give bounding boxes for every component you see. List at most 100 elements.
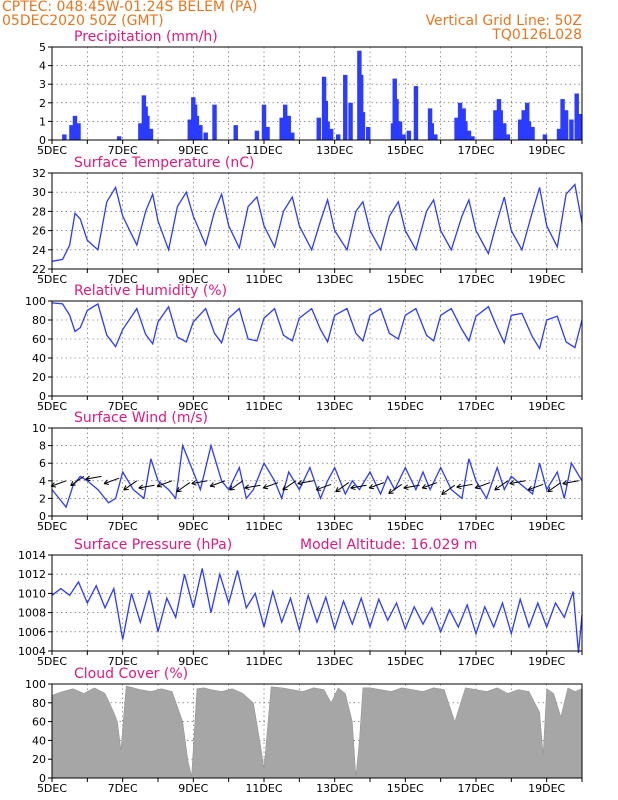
wind-vector-head [138, 487, 144, 491]
wind-vector-head [104, 483, 110, 485]
humidity-y-tick-label: 60 [32, 333, 46, 346]
humidity-x-tick-label: 5DEC [37, 400, 67, 413]
precipitation-bar [413, 86, 419, 140]
wind-vector-head [509, 483, 515, 486]
precipitation-bar [138, 123, 143, 140]
pressure-x-tick-label: 13DEC [316, 655, 353, 668]
pressure-title: Surface Pressure (hPa) [74, 537, 232, 553]
cloud-cover-frame [51, 683, 583, 779]
precipitation-bar [233, 125, 238, 140]
humidity-x-tick-label: 9DEC [178, 400, 208, 413]
cloud-cover-y-tick-label: 60 [32, 716, 46, 729]
pressure-x-tick-label: 15DEC [387, 655, 424, 668]
wind-vector [350, 484, 367, 489]
wind-vector-head [474, 483, 479, 489]
wind-vector-head [70, 480, 74, 486]
precipitation-frame [51, 46, 583, 141]
pressure-x-tick-label: 19DEC [528, 655, 565, 668]
wind-x-tick-label: 13DEC [316, 520, 353, 533]
wind-vector-head [403, 487, 409, 491]
cloud-cover-x-tick-label: 7DEC [108, 782, 138, 795]
wind-vector-head [441, 493, 447, 495]
wind-x-tick-label: 7DEC [108, 520, 138, 533]
wind-vector-head [191, 480, 196, 484]
pressure-x-tick-label: 7DEC [108, 655, 138, 668]
precipitation-panel: 0 1 2 3 4 5 5DEC 7DEC 9DEC 11DEC 13DEC 15DEC 17DEC 19… [37, 29, 583, 157]
precipitation-bar [286, 115, 291, 140]
humidity-title: Relative Humidity (%) [74, 283, 227, 299]
precipitation-bar [526, 121, 532, 140]
precipitation-bar [498, 110, 503, 140]
wind-vector-head [527, 485, 532, 491]
precipitation-y-tick-label: 0 [39, 134, 46, 147]
wind-vector-head [297, 480, 302, 484]
pressure-x-tick-label: 11DEC [245, 655, 282, 668]
precipitation-bar [116, 136, 122, 140]
cloud-cover-panel: 0 20 40 60 80 100 5DEC 7DEC 9DEC 11DEC 13DEC 15DEC 1… [25, 666, 583, 795]
precipitation-bar [401, 134, 406, 140]
humidity-y-tick-label: 20 [32, 371, 46, 384]
precipitation-x-tick-label: 15DEC [387, 144, 424, 157]
wind-vector-head [282, 488, 288, 491]
wind-vector-head [123, 485, 127, 491]
wind-vector-head [388, 492, 394, 494]
precipitation-bar [72, 115, 78, 140]
precipitation-bar [265, 126, 270, 140]
precipitation-bar [62, 134, 67, 140]
wind-vector [403, 484, 420, 489]
wind-x-tick-label: 5DEC [37, 520, 67, 533]
wind-vector-head [315, 485, 320, 491]
wind-vector-head [297, 483, 303, 486]
wind-vector-head [156, 482, 161, 487]
precipitation-bar [69, 125, 74, 140]
precipitation-bar [187, 119, 193, 140]
precipitation-bar [574, 93, 579, 140]
precipitation-bar [394, 99, 399, 140]
precipitation-y-tick-label: 1 [39, 115, 46, 128]
precipitation-title: Precipitation (mm/h) [74, 29, 218, 45]
temperature-x-tick-label: 5DEC [37, 273, 67, 286]
wind-vector-head [263, 487, 269, 490]
pressure-y-tick-label: 1004 [18, 645, 46, 658]
wind-vector-head [262, 483, 267, 489]
humidity-line [51, 302, 583, 351]
wind-vector-head [350, 487, 356, 491]
pressure-panel: 1004 1006 1008 1010 1012 1014 5DEC 7DEC 9DEC 11DE… [18, 537, 583, 668]
cloud-cover-title: Cloud Cover (%) [74, 666, 188, 682]
pressure-y-tick-label: 1014 [18, 549, 46, 562]
wind-y-tick-label: 10 [32, 422, 46, 435]
wind-vector [209, 480, 226, 487]
temperature-title: Surface Temperature (nC) [74, 155, 255, 171]
pressure-line [51, 568, 583, 653]
wind-vector [244, 484, 261, 489]
wind-vector-head [368, 483, 373, 489]
precipitation-bar [316, 117, 321, 140]
precipitation-bar [290, 132, 295, 140]
precipitation-bar [542, 134, 548, 140]
pressure-y-tick-label: 1010 [18, 587, 46, 600]
cloud-cover-y-tick-label: 40 [32, 734, 46, 747]
temperature-x-tick-label: 15DEC [387, 273, 424, 286]
wind-vector [123, 480, 138, 491]
precipitation-bar [517, 119, 523, 140]
precipitation-bar [560, 99, 565, 140]
cloud-cover-x-tick-label: 5DEC [37, 782, 67, 795]
humidity-y-tick-label: 80 [32, 314, 46, 327]
precipitation-bar [366, 126, 371, 140]
temperature-y-tick-label: 28 [32, 205, 46, 218]
wind-vector [297, 480, 314, 485]
station-label: CPTEC: 048:45W-01:24S BELEM (PA) [2, 0, 258, 15]
wind-vector [262, 482, 279, 489]
grid-line-label: Vertical Grid Line: 50Z [425, 13, 582, 29]
precipitation-bar [466, 130, 472, 140]
wind-vector [335, 482, 350, 493]
wind-vector-head [244, 484, 249, 489]
cloud-cover-x-tick-label: 15DEC [387, 782, 424, 795]
wind-y-tick-label: 4 [39, 475, 46, 488]
cloud-cover-x-tick-label: 11DEC [245, 782, 282, 795]
wind-vector-head [244, 487, 250, 491]
wind-vector [50, 480, 67, 487]
wind-vector-head [316, 489, 322, 492]
temperature-line [51, 183, 583, 262]
